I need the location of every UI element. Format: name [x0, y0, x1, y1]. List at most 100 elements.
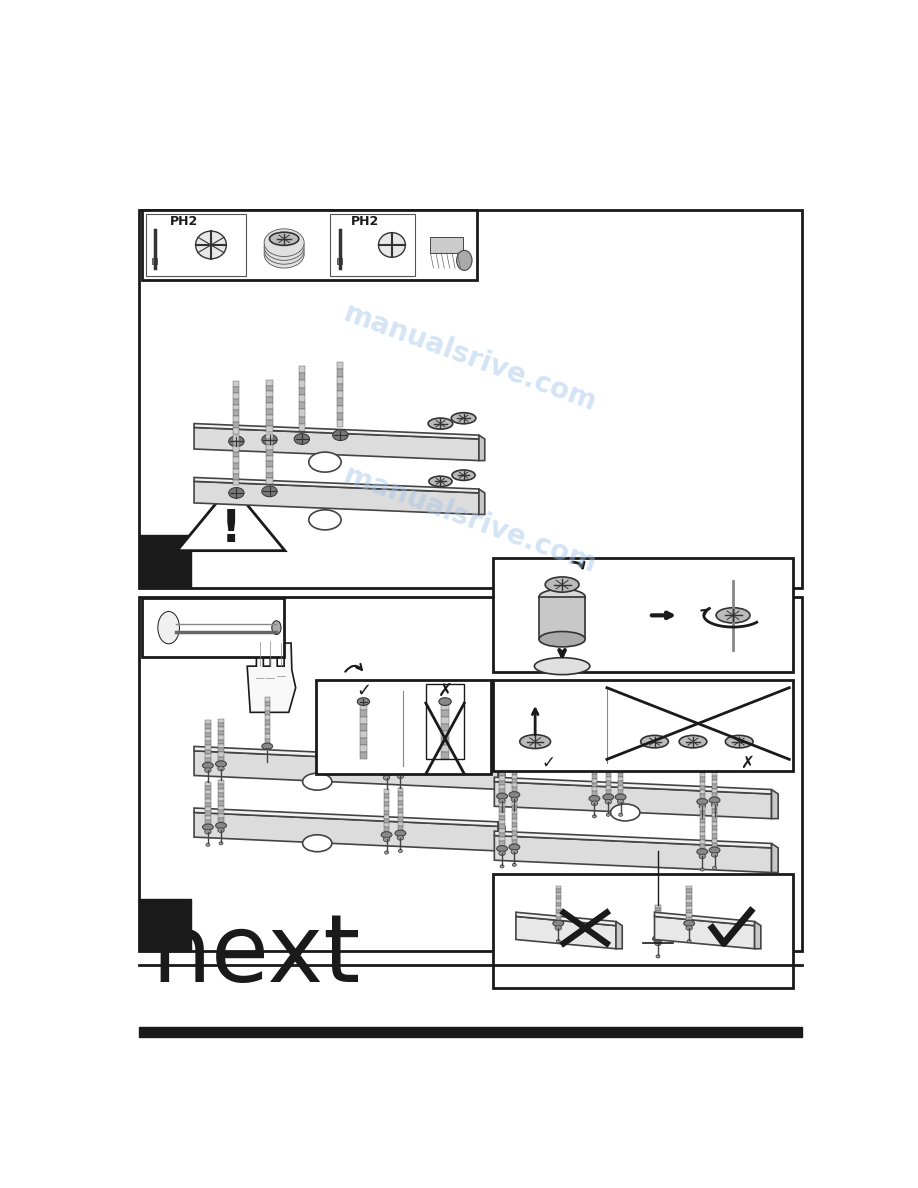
Bar	[206, 782, 210, 786]
Polygon shape	[771, 790, 778, 819]
Bar	[218, 719, 224, 722]
Polygon shape	[177, 485, 285, 551]
Bar	[397, 752, 403, 756]
Bar	[266, 456, 273, 461]
Bar	[618, 756, 623, 760]
Ellipse shape	[711, 802, 718, 807]
Bar	[499, 781, 505, 785]
Ellipse shape	[381, 832, 392, 838]
Bar	[233, 416, 240, 422]
Bar	[337, 369, 343, 377]
Polygon shape	[495, 777, 771, 794]
Bar	[555, 917, 561, 921]
Polygon shape	[247, 638, 296, 713]
Ellipse shape	[397, 773, 404, 778]
Bar	[555, 889, 561, 892]
Bar	[606, 756, 611, 760]
Ellipse shape	[589, 796, 599, 802]
Bar	[360, 752, 367, 759]
Bar	[711, 834, 717, 839]
Ellipse shape	[553, 921, 564, 927]
Polygon shape	[495, 832, 771, 848]
Bar	[606, 782, 611, 785]
Bar	[555, 896, 561, 899]
Bar	[298, 373, 305, 380]
Bar	[233, 451, 240, 457]
Bar	[397, 809, 403, 814]
Bar	[711, 772, 717, 776]
Bar	[264, 729, 270, 734]
Polygon shape	[479, 435, 485, 461]
Bar	[139, 898, 191, 952]
Ellipse shape	[303, 773, 332, 790]
Bar	[384, 802, 389, 807]
Bar	[618, 752, 623, 756]
Ellipse shape	[710, 847, 720, 853]
Ellipse shape	[509, 843, 520, 851]
Ellipse shape	[308, 510, 341, 530]
Ellipse shape	[688, 940, 691, 942]
Bar	[700, 757, 705, 760]
Bar	[711, 822, 717, 826]
Ellipse shape	[610, 804, 640, 821]
Ellipse shape	[294, 434, 309, 444]
Bar	[206, 803, 210, 807]
Bar	[655, 914, 661, 917]
Bar	[233, 387, 240, 393]
Ellipse shape	[203, 763, 213, 769]
Ellipse shape	[697, 848, 708, 855]
Ellipse shape	[555, 925, 562, 930]
Ellipse shape	[511, 849, 518, 854]
Bar	[233, 447, 240, 451]
Bar	[397, 744, 403, 747]
Ellipse shape	[196, 232, 227, 259]
Bar	[687, 896, 692, 899]
Bar	[218, 814, 224, 819]
Text: next: next	[151, 910, 361, 1001]
Ellipse shape	[218, 766, 224, 771]
Bar	[700, 790, 705, 795]
Bar	[206, 737, 210, 741]
Bar	[206, 795, 210, 798]
Ellipse shape	[712, 816, 716, 820]
Ellipse shape	[497, 846, 508, 852]
Bar	[384, 828, 389, 832]
Bar	[218, 797, 224, 801]
Bar	[233, 480, 240, 485]
Bar	[511, 771, 517, 775]
Bar	[206, 725, 210, 728]
Ellipse shape	[498, 851, 505, 855]
Bar	[511, 753, 517, 758]
Polygon shape	[516, 912, 616, 925]
Ellipse shape	[545, 577, 579, 592]
Bar	[700, 765, 705, 769]
Bar	[511, 788, 517, 791]
Bar	[592, 762, 597, 766]
Ellipse shape	[381, 770, 392, 776]
Bar	[655, 905, 661, 908]
Bar	[655, 929, 661, 933]
Ellipse shape	[332, 430, 348, 441]
Bar	[384, 819, 389, 823]
Bar	[264, 702, 270, 706]
Bar	[511, 819, 517, 823]
Bar	[233, 457, 240, 463]
Polygon shape	[194, 751, 498, 789]
Bar	[218, 744, 224, 748]
Bar	[511, 762, 517, 766]
Bar	[687, 889, 692, 892]
Bar	[499, 759, 505, 764]
Bar	[687, 892, 692, 896]
Bar	[511, 810, 517, 815]
Bar	[711, 763, 717, 767]
Bar	[206, 820, 210, 824]
Bar	[139, 596, 802, 952]
Bar	[206, 790, 210, 795]
Bar	[384, 740, 389, 745]
Bar	[592, 766, 597, 770]
Bar	[298, 424, 305, 431]
Ellipse shape	[539, 632, 585, 647]
Bar	[152, 258, 157, 264]
Bar	[499, 776, 505, 781]
Text: ✗: ✗	[438, 682, 453, 700]
